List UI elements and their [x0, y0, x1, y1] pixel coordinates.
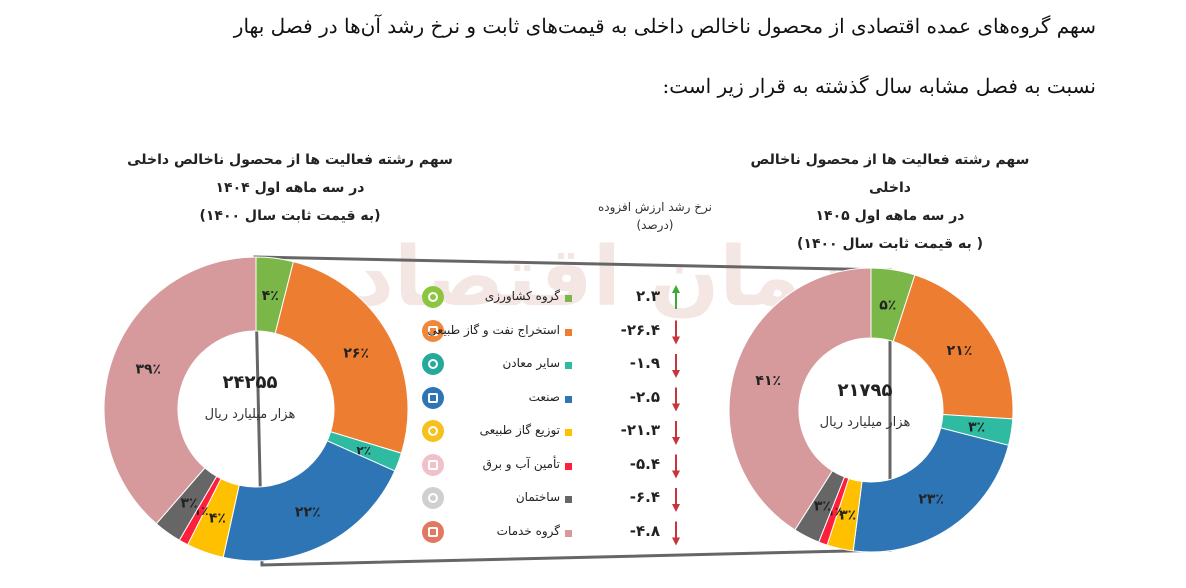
- legend-swatch-5: [565, 462, 572, 470]
- growth-arrow-head-1: [672, 336, 680, 345]
- legend-swatch-1: [565, 328, 572, 336]
- legend-label-4: توزیع گاز طبیعی: [479, 423, 560, 437]
- factory-icon: [422, 386, 444, 409]
- legend-label-7: گروه خدمات: [496, 523, 560, 538]
- growth-value-2: -۱.۹: [629, 354, 660, 372]
- legend-label-3: صنعت: [528, 389, 560, 404]
- growth-title: نرخ رشد ارزش افزوده (درصد): [595, 198, 715, 234]
- growth-arrow-head-4: [672, 437, 680, 445]
- growth-value-6: -۶.۴: [629, 488, 660, 506]
- growth-arrow-head-7: [672, 537, 680, 546]
- legend-label-2: سایر معادن: [502, 356, 560, 370]
- growth-arrow-head-3: [672, 403, 680, 412]
- legend-swatch-6: [565, 496, 572, 503]
- legend-row-6: ساختمان -۶.۴: [420, 484, 690, 514]
- slice-1405-7: [728, 267, 872, 531]
- watermark: زمان اقتصاد: [352, 230, 848, 325]
- legend-row-5: تأمین آب و برق -۵.۴: [420, 451, 690, 481]
- slice-label-1404-1: ۲۶٪: [343, 346, 369, 362]
- wheat-icon: [422, 286, 444, 308]
- legend-label-5: تأمین آب و برق: [482, 456, 560, 471]
- slice-1405-1: [892, 274, 1014, 420]
- chart-title-1404: سهم رشته فعالیت ها از محصول ناخالص داخلی…: [120, 146, 460, 230]
- chart-title-1404-line3: (به قیمت ثابت سال ۱۴۰۰): [199, 208, 381, 224]
- legend-label-0: گروه کشاورزی: [484, 289, 560, 303]
- center-value-1404: ۲۴۲۵۵: [222, 372, 278, 393]
- slice-label-1405-6: ۳٪: [814, 498, 831, 514]
- legend-row-3: صنعت -۲.۵: [420, 384, 690, 414]
- legend-row-4: توزیع گاز طبیعی -۲۱.۳: [420, 417, 690, 447]
- legend-swatch-7: [565, 529, 572, 537]
- legend-swatch-4: [565, 429, 572, 436]
- slice-label-1404-6: ۳٪: [180, 495, 197, 511]
- growth-value-3: -۲.۵: [629, 387, 660, 406]
- slice-label-1404-2: ۲٪: [356, 443, 371, 457]
- chart-title-1404-line1: سهم رشته فعالیت ها از محصول ناخالص داخلی: [127, 152, 453, 168]
- growth-arrow-head-0: [672, 285, 680, 293]
- oil-barrels-icon: [422, 319, 444, 342]
- slice-1404-7: [103, 256, 257, 525]
- intro-line-2: نسبت به فصل مشابه سال گذشته به قرار زیر …: [662, 74, 1096, 98]
- donut-chart-1405: ۵٪۲۱٪۳٪۲۳٪۳٪۱٪۳٪۴۱٪: [728, 267, 1014, 553]
- slice-label-1405-1: ۲۱٪: [947, 343, 973, 359]
- slice-label-1405-7: ۴۱٪: [755, 373, 781, 389]
- slice-label-1405-3: ۲۳٪: [918, 491, 944, 507]
- growth-value-1: -۲۶.۴: [620, 320, 660, 339]
- slice-label-1404-3: ۲۲٪: [295, 505, 321, 521]
- growth-value-7: -۴.۸: [629, 521, 660, 540]
- slice-label-1404-7: ۳۹٪: [135, 362, 161, 378]
- legend-swatch-2: [565, 362, 572, 369]
- growth-value-0: ۲.۳: [635, 287, 660, 305]
- chart-title-1405-line1: سهم رشته فعالیت ها از محصول ناخالص داخلی: [750, 152, 1030, 196]
- legend-label-1: استخراج نفت و گاز طبیعی: [427, 322, 560, 337]
- services-icon: [422, 520, 444, 543]
- center-value-1405: ۲۱۷۹۵: [837, 380, 893, 401]
- growth-arrow-head-2: [672, 370, 680, 378]
- legend-label-6: ساختمان: [515, 490, 560, 504]
- legend-row-7: گروه خدمات -۴.۸: [420, 518, 690, 548]
- slice-1404-1: [274, 261, 409, 454]
- slice-1405-3: [852, 427, 1010, 553]
- slice-label-1404-0: ۴٪: [262, 288, 279, 304]
- donut-center-1405: ۲۱۷۹۵ هزار میلیارد ریال: [800, 380, 930, 430]
- donut-chart-1404: ۴٪۲۶٪۲٪۲۲٪۴٪۱٪۳٪۳۹٪: [103, 256, 409, 562]
- chart-title-1405: سهم رشته فعالیت ها از محصول ناخالص داخلی…: [740, 146, 1040, 258]
- growth-arrow-head-6: [672, 504, 680, 512]
- legend-row-1: استخراج نفت و گاز طبیعی -۲۶.۴: [420, 317, 690, 347]
- slice-label-1405-0: ۵٪: [879, 297, 896, 313]
- donut-center-1404: ۲۴۲۵۵ هزار میلیارد ریال: [185, 372, 315, 422]
- growth-value-4: -۲۱.۳: [620, 421, 660, 439]
- legend-row-0: گروه کشاورزی ۲.۳: [420, 283, 690, 313]
- slice-label-1405-2: ۳٪: [968, 420, 985, 436]
- slice-label-1405-4: ۳٪: [839, 507, 856, 523]
- growth-title-line2: (درصد): [636, 218, 674, 232]
- chart-title-1405-line3: ( به قیمت ثابت سال ۱۴۰۰): [797, 236, 983, 252]
- intro-line-1: سهم گروه‌های عمده اقتصادی از محصول ناخال…: [233, 14, 1096, 38]
- construction-icon: [422, 487, 444, 509]
- chart-title-1404-line2: در سه ماهه اول ۱۴۰۴: [215, 180, 365, 196]
- slice-1404-3: [222, 440, 396, 562]
- slice-label-1404-4: ۴٪: [209, 510, 226, 526]
- water-power-icon: [422, 453, 444, 476]
- legend-swatch-0: [565, 295, 572, 302]
- legend-swatch-3: [565, 395, 572, 403]
- growth-title-line1: نرخ رشد ارزش افزوده: [598, 200, 712, 214]
- growth-arrow-head-5: [672, 470, 680, 479]
- growth-value-5: -۵.۴: [629, 454, 660, 473]
- chart-title-1405-line2: در سه ماهه اول ۱۴۰۵: [815, 208, 965, 224]
- center-unit-1405: هزار میلیارد ریال: [819, 415, 911, 430]
- gas-bulb-icon: [422, 420, 444, 442]
- mine-cart-icon: [422, 353, 444, 375]
- legend-row-2: سایر معادن -۱.۹: [420, 350, 690, 380]
- center-unit-1404: هزار میلیارد ریال: [204, 407, 296, 422]
